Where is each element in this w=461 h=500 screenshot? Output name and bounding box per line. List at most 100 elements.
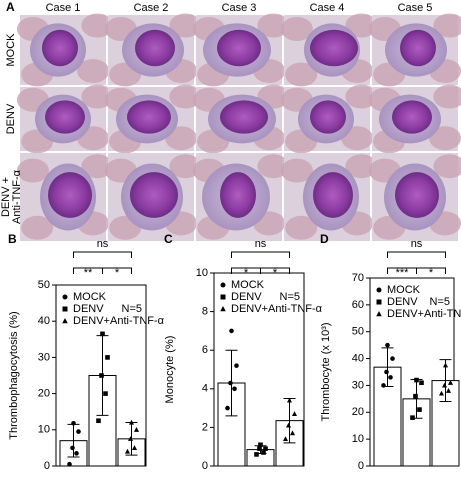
legend-label: DENV	[387, 296, 418, 308]
significance-bracket	[73, 251, 132, 258]
legend-marker	[220, 282, 226, 288]
y-tick-label: 0	[202, 460, 208, 472]
legend-marker	[376, 299, 382, 305]
significance-label: ns	[411, 238, 423, 250]
data-point	[131, 445, 138, 450]
y-tick-label: 10	[38, 424, 50, 436]
nucleus	[45, 100, 85, 134]
significance-bracket	[102, 267, 132, 274]
data-point	[133, 427, 140, 432]
legend-label: DENV+Anti-TNF-α	[387, 308, 461, 320]
legend-marker	[62, 294, 68, 300]
legend-label: MOCK	[387, 284, 421, 296]
y-tick-label: 40	[352, 352, 364, 364]
data-point	[410, 415, 415, 420]
nucleus	[400, 29, 436, 67]
significance-bracket	[260, 267, 290, 274]
legend-label: DENV+Anti-TNF-α	[231, 303, 323, 315]
data-point	[388, 375, 393, 380]
data-point	[100, 331, 105, 337]
red-cell	[433, 84, 461, 109]
data-point	[257, 446, 262, 451]
y-tick-label: 20	[352, 406, 364, 418]
data-point	[128, 419, 135, 425]
data-point	[441, 382, 448, 388]
significance-label: **	[84, 267, 93, 279]
row-label: DENV +	[0, 177, 12, 217]
red-cell	[433, 154, 461, 179]
red-cell	[433, 13, 461, 38]
data-point	[99, 373, 104, 378]
data-point	[417, 407, 422, 412]
data-point	[232, 386, 237, 392]
column-label: Case 5	[398, 2, 433, 14]
data-point	[419, 380, 424, 386]
panel-label: C	[164, 232, 173, 246]
column-label: Case 3	[222, 2, 257, 14]
y-tick-label: 50	[352, 326, 364, 338]
data-point	[385, 342, 390, 348]
nucleus	[310, 100, 346, 134]
panel-label: B	[8, 232, 17, 246]
data-point	[254, 452, 259, 457]
y-tick-label: 10	[196, 267, 208, 279]
significance-label: *	[273, 267, 278, 279]
legend-label: DENV+Anti-TNF-α	[73, 315, 165, 327]
y-tick-label: 70	[352, 272, 364, 284]
y-tick-label: 0	[44, 460, 50, 472]
significance-label: ns	[255, 238, 267, 250]
column-label: Case 1	[46, 2, 81, 14]
data-point	[103, 391, 108, 396]
y-tick-label: 0	[358, 460, 364, 472]
legend-label: MOCK	[231, 279, 265, 291]
significance-bracket	[231, 251, 290, 258]
data-point	[229, 328, 234, 334]
y-axis-label: Monocyte (%)	[164, 336, 176, 404]
data-point	[442, 362, 449, 368]
data-point	[445, 388, 452, 393]
red-cell	[429, 126, 461, 151]
red-cell	[77, 59, 110, 83]
data-point	[258, 442, 263, 448]
y-tick-label: 10	[352, 433, 364, 445]
red-cell	[285, 215, 318, 240]
data-point	[291, 411, 298, 416]
data-point	[413, 393, 418, 399]
data-point	[414, 377, 419, 383]
nucleus	[310, 29, 358, 67]
significance-bracket	[416, 267, 446, 274]
data-point	[384, 369, 389, 375]
legend-label: MOCK	[73, 291, 107, 303]
data-point	[261, 450, 266, 455]
panel-label: A	[6, 0, 15, 14]
data-point	[228, 380, 233, 386]
y-tick-label: 4	[202, 383, 208, 395]
y-tick-label: 20	[38, 388, 50, 400]
nucleus	[220, 172, 256, 218]
legend-label: DENV	[73, 303, 104, 315]
nucleus	[48, 172, 92, 218]
legend-label: DENV	[231, 291, 262, 303]
data-point	[105, 355, 110, 360]
nucleus	[392, 100, 432, 134]
legend-marker	[376, 287, 382, 293]
column-label: Case 4	[310, 2, 345, 14]
nucleus	[217, 29, 261, 67]
data-point	[438, 390, 445, 396]
column-label: Case 2	[134, 2, 169, 14]
data-point	[127, 436, 134, 441]
y-tick-label: 6	[202, 344, 208, 356]
panel-label: D	[320, 232, 329, 246]
y-tick-label: 30	[38, 351, 50, 363]
y-tick-label: 50	[38, 279, 50, 291]
significance-label: ns	[97, 238, 109, 250]
legend-marker	[220, 306, 226, 312]
significance-label: ***	[396, 267, 410, 279]
data-point	[447, 379, 454, 385]
y-tick-label: 8	[202, 306, 208, 318]
data-point	[70, 445, 75, 451]
nucleus	[395, 172, 439, 218]
data-point	[289, 430, 296, 436]
red-cell	[280, 158, 313, 183]
red-cell	[16, 158, 49, 183]
